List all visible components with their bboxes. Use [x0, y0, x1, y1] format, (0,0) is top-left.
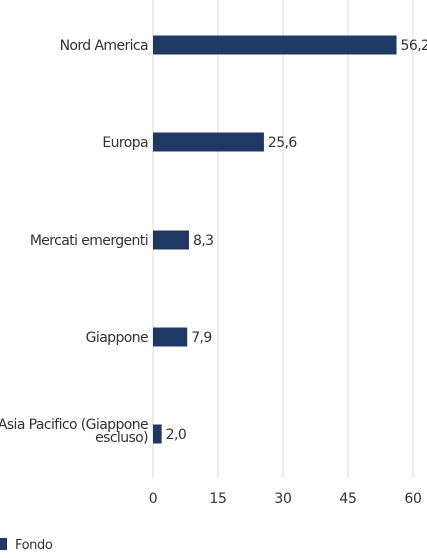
bar-4 — [153, 424, 162, 444]
bar-3 — [153, 327, 188, 347]
bar-1 — [153, 132, 264, 152]
x-tick-label-2: 30 — [274, 491, 291, 507]
category-label-3: Giappone — [86, 330, 148, 346]
category-label-0: Nord America — [60, 38, 148, 54]
category-label-line-2: escluso) — [95, 430, 148, 446]
bar-0 — [153, 35, 397, 55]
data-label-0: 56,2 — [401, 38, 427, 54]
bar-2 — [153, 230, 189, 250]
x-tick-label-3: 45 — [339, 491, 356, 507]
data-label-1: 25,6 — [268, 135, 297, 151]
category-label-line-1: Asia Pacifico (Giappone — [0, 417, 148, 433]
data-label-4: 2,0 — [166, 427, 186, 443]
category-label-4: Asia Pacifico (Giappone escluso) — [0, 417, 148, 446]
category-label-2: Mercati emergenti — [30, 233, 148, 249]
x-tick-label-0: 0 — [149, 491, 158, 507]
legend-label-fondo: Fondo — [15, 538, 53, 553]
legend-swatch-fondo — [0, 538, 7, 550]
category-label-1: Europa — [102, 135, 148, 151]
x-tick-label-1: 15 — [209, 491, 226, 507]
data-label-2: 8,3 — [193, 233, 213, 249]
data-label-3: 7,9 — [191, 330, 211, 346]
x-tick-label-4: 60 — [404, 491, 421, 507]
